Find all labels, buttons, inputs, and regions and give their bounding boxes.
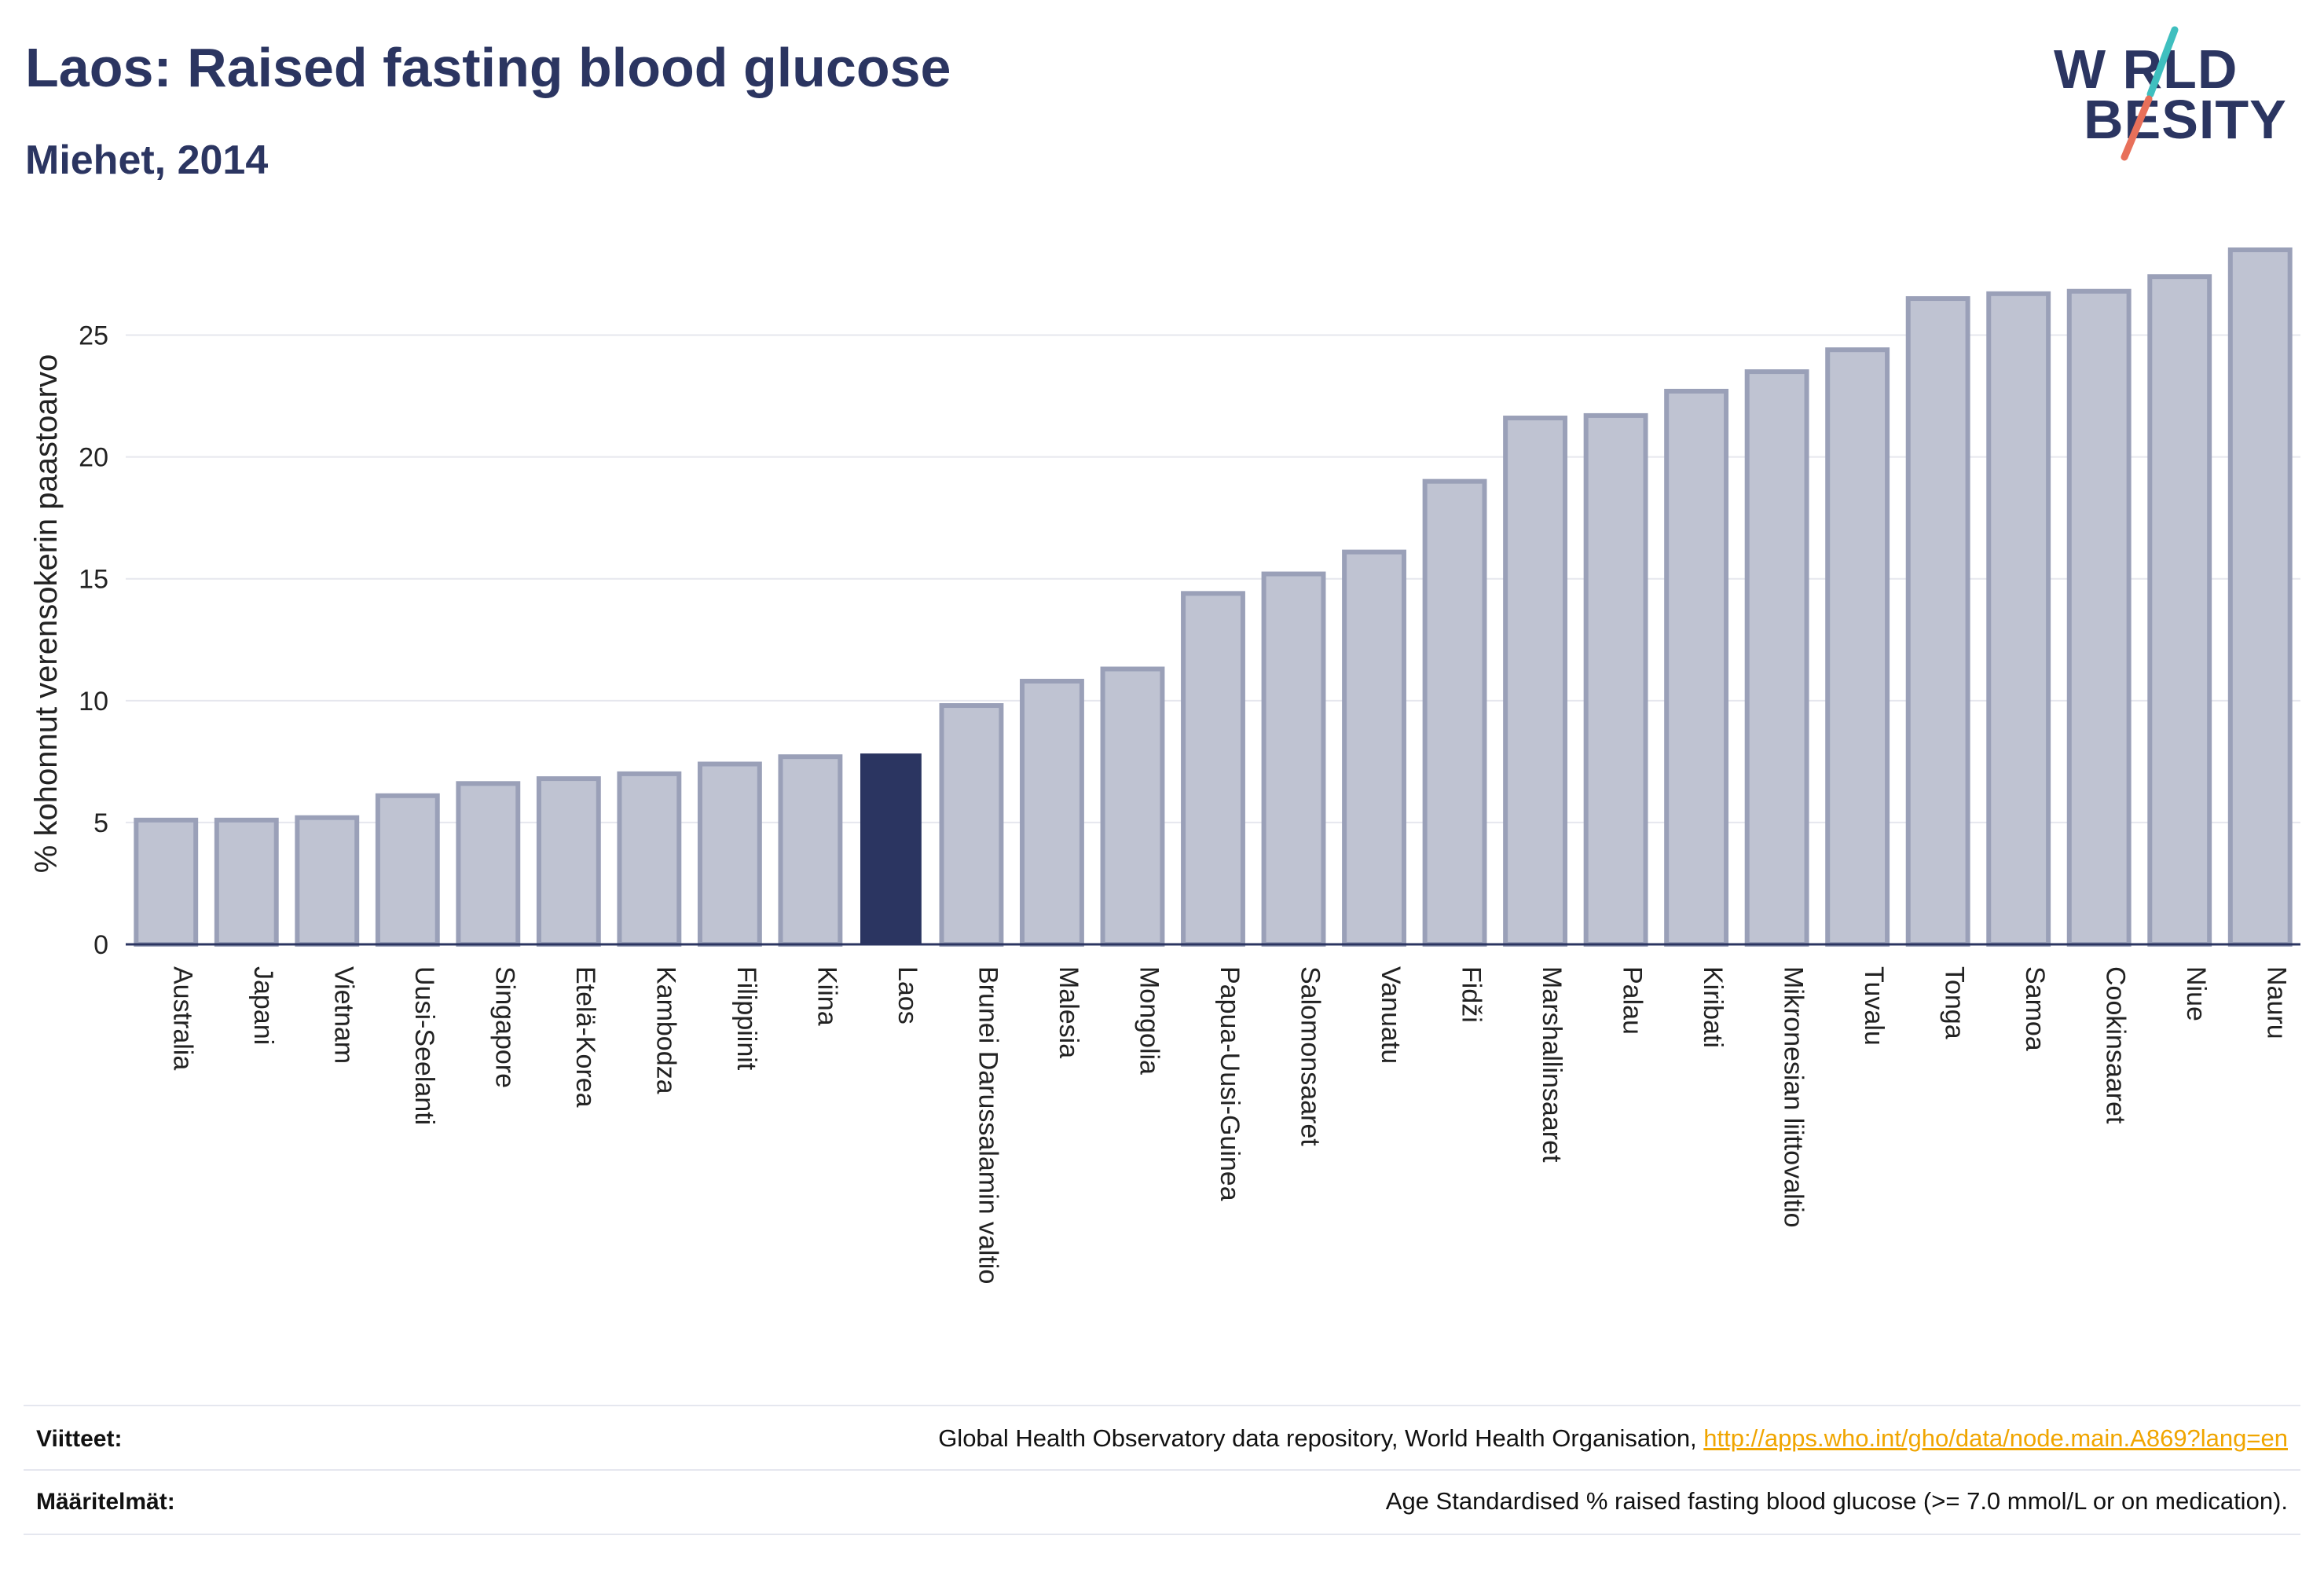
bar (1825, 347, 1890, 947)
bar (1986, 291, 2051, 947)
footer-divider (24, 1405, 2300, 1406)
bar (778, 754, 843, 947)
bar (1100, 666, 1165, 947)
bar (536, 776, 601, 947)
bar (1583, 412, 1648, 947)
chart-subtitle: Miehet, 2014 (25, 137, 269, 183)
logo-word-obesity: BESITY (2084, 89, 2287, 150)
bar (1422, 478, 1487, 947)
bar (134, 817, 199, 947)
x-tick-label: Salomonsaaret (1296, 966, 1325, 1146)
x-tick-label: Etelä-Korea (570, 966, 600, 1108)
bar (1503, 416, 1568, 947)
x-tick-label: Filippiinit (731, 966, 761, 1071)
bar (860, 753, 922, 946)
y-axis-title: % kohonnut verensokerin paastoarvo (29, 354, 64, 873)
x-tick-label: Mongolia (1134, 966, 1164, 1075)
world-obesity-logo: W RLD BESITY (2043, 22, 2310, 171)
bar (214, 817, 279, 947)
definitions-label: Määritelmät: (36, 1489, 175, 1515)
bar (2066, 288, 2132, 947)
x-tick-label: Vietnam (328, 966, 358, 1064)
x-tick-label: Fidži (1457, 966, 1486, 1023)
bar (295, 815, 360, 947)
x-tick-label: Uusi-Seelanti (409, 966, 439, 1125)
x-tick-label: Japani (248, 966, 278, 1045)
x-tick-label: Kambodza (651, 966, 680, 1094)
x-tick-label: Laos (893, 966, 922, 1024)
bar (2147, 274, 2212, 947)
logo-slash-icon (2121, 26, 2179, 161)
x-tick-label: Mikronesian liittovaltio (1779, 966, 1809, 1228)
y-tick-label: 15 (79, 565, 108, 595)
bar (1261, 571, 1326, 947)
bar (697, 761, 762, 947)
x-tick-label: Singapore (489, 966, 519, 1088)
x-tick-label: Tonga (1940, 966, 1970, 1039)
bar (375, 793, 440, 947)
x-tick-label: Tuvalu (1859, 966, 1889, 1046)
x-tick-label: Marshallinsaaret (1537, 966, 1567, 1163)
x-tick-label: Samoa (2020, 966, 2050, 1051)
y-tick-label: 0 (93, 930, 108, 960)
bar (1342, 549, 1406, 947)
y-tick-label: 20 (79, 443, 108, 473)
sources-text: Global Health Observatory data repositor… (938, 1424, 2288, 1453)
sources-description: Global Health Observatory data repositor… (938, 1424, 1704, 1452)
bar (617, 771, 682, 947)
bar (1905, 296, 1970, 947)
bar (1020, 679, 1084, 947)
bar (1664, 388, 1729, 947)
footer-divider (24, 1534, 2300, 1535)
definitions-text: Age Standardised % raised fasting blood … (1385, 1487, 2288, 1515)
y-tick-label: 25 (79, 321, 108, 351)
sources-label: Viitteet: (36, 1426, 123, 1452)
x-tick-label: Nauru (2262, 966, 2292, 1039)
x-tick-label: Kiribati (1698, 966, 1728, 1048)
y-tick-label: 10 (79, 687, 108, 717)
x-tick-label: Papua-Uusi-Guinea (1215, 966, 1244, 1201)
bar (1744, 369, 1809, 947)
footer-divider (24, 1469, 2300, 1471)
sources-link[interactable]: http://apps.who.int/gho/data/node.main.A… (1703, 1424, 2288, 1452)
x-tick-label: Kiina (812, 966, 841, 1026)
bar (1181, 591, 1245, 947)
logo-word-world: W RLD (2054, 38, 2238, 100)
bar (456, 781, 521, 947)
y-tick-label: 5 (93, 808, 108, 838)
x-tick-label: Cookinsaaret (2101, 966, 2131, 1124)
x-tick-label: Niue (2181, 966, 2211, 1021)
x-tick-label: Malesia (1054, 966, 1083, 1058)
x-tick-label: Vanuatu (1376, 966, 1406, 1064)
bar-chart: 0 5 10 15 20 25 Australia Japani Vietnam Uusi-See… (29, 247, 2300, 1284)
bar (939, 703, 1004, 947)
x-tick-label: Brunei Darussalamin valtio (973, 966, 1003, 1284)
x-tick-label: Palau (1618, 966, 1648, 1035)
chart-title: Laos: Raised fasting blood glucose (25, 37, 951, 98)
x-tick-label: Australia (167, 966, 197, 1070)
bar (2227, 247, 2293, 947)
